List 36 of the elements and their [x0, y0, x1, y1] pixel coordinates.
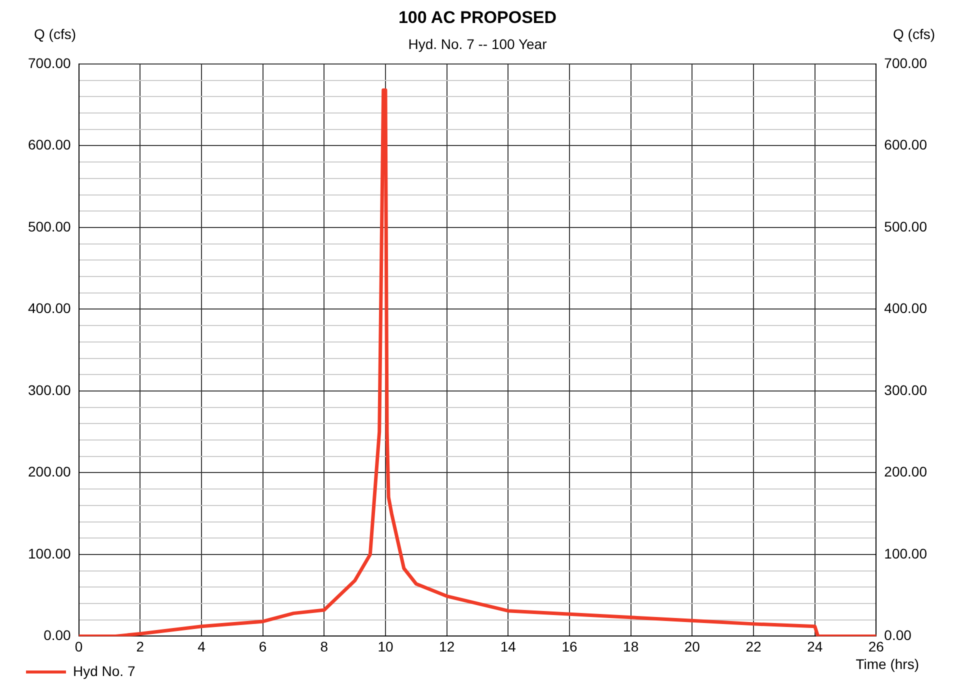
x-tick-label: 16 — [562, 638, 578, 654]
chart-title: 100 AC PROPOSED — [398, 8, 557, 27]
legend-label: Hyd No. 7 — [73, 662, 136, 679]
y-tick-label: 100.00 — [28, 545, 72, 562]
y-tick-label: 0.00 — [44, 627, 72, 644]
x-tick-label: 10 — [378, 638, 394, 654]
y-tick-label: 400.00 — [28, 300, 72, 316]
chart-subtitle: Hyd. No. 7 -- 100 Year — [408, 36, 547, 52]
y2-tick-label: 0.00 — [884, 627, 912, 644]
y-axis-title: Q (cfs) — [34, 26, 76, 42]
y2-tick-label: 100.00 — [884, 545, 928, 562]
y2-tick-label: 600.00 — [884, 136, 928, 153]
x-tick-label: 0 — [74, 638, 83, 654]
x-tick-label: 14 — [500, 638, 516, 654]
x-tick-label: 12 — [439, 638, 455, 654]
x-tick-label: 18 — [623, 638, 639, 654]
x-tick-label: 8 — [320, 638, 328, 654]
y2-tick-label: 500.00 — [884, 218, 928, 234]
y2-tick-label: 700.00 — [884, 54, 928, 71]
x-tick-label: 20 — [684, 638, 700, 654]
y-tick-label: 500.00 — [28, 218, 72, 234]
y2-tick-label: 400.00 — [884, 300, 928, 316]
y2-axis-title: Q (cfs) — [893, 26, 935, 42]
x-tick-label: 6 — [258, 638, 267, 654]
x-tick-label: 26 — [868, 638, 884, 654]
y2-tick-label: 200.00 — [884, 464, 928, 480]
x-tick-label: 24 — [807, 638, 823, 654]
y-tick-label: 600.00 — [28, 136, 72, 153]
x-tick-label: 4 — [198, 638, 206, 654]
y-tick-label: 300.00 — [28, 382, 72, 398]
y-tick-label: 200.00 — [28, 464, 72, 480]
x-tick-label: 22 — [746, 638, 762, 654]
x-tick-label: 2 — [136, 638, 144, 654]
x-axis-title: Time (hrs) — [856, 656, 919, 672]
y2-tick-label: 300.00 — [884, 382, 928, 398]
y-tick-label: 700.00 — [28, 54, 72, 71]
